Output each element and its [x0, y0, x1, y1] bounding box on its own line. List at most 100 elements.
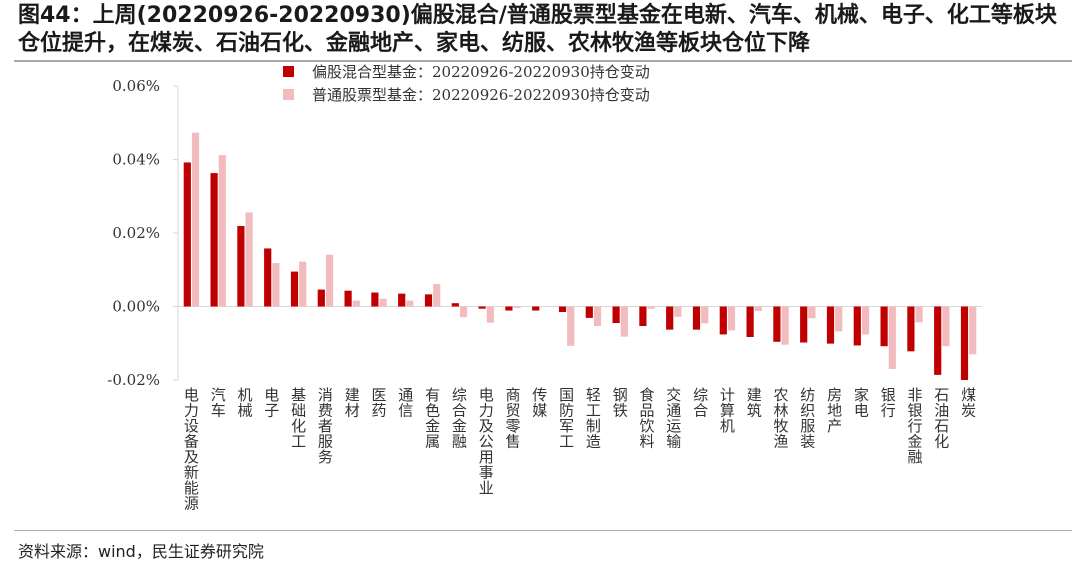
x-category-label: 纺织服装 [800, 386, 815, 451]
footer-divider [14, 530, 1072, 531]
bar-series2-2 [245, 212, 253, 307]
bar-series2-12 [513, 306, 521, 308]
x-category-label: 煤炭 [961, 386, 976, 420]
bar-series2-1 [218, 155, 226, 307]
x-category-label: 农林牧渔 [773, 386, 788, 451]
label-layer: 0.06% 0.04% 0.02% 0.00% -0.02% 电力设备及新能源汽车机械电子… [107, 77, 976, 513]
x-category-label: 电子 [264, 386, 279, 420]
x-category-label: 基础化工 [291, 386, 306, 451]
legend-swatch-series2 [283, 89, 294, 100]
x-category-label: 银行 [881, 386, 896, 420]
bar-series1-11 [478, 306, 486, 309]
bar-series2-6 [352, 300, 360, 307]
bar-series1-14 [558, 306, 567, 313]
x-category-label: 综合 [693, 386, 708, 420]
bar-series2-22 [781, 306, 789, 345]
bar-series2-10 [459, 306, 468, 318]
bar-series1-17 [639, 306, 647, 326]
bar-series1-4 [290, 271, 299, 307]
x-category-label: 汽车 [211, 386, 226, 420]
bar-series2-9 [433, 284, 441, 307]
bar-series2-14 [567, 306, 575, 346]
x-category-label: 医药 [371, 386, 386, 420]
axis-layer [173, 85, 982, 381]
bar-series1-22 [773, 306, 781, 342]
bar-series1-10 [451, 303, 459, 307]
bar-series1-7 [371, 292, 379, 307]
bar-series2-23 [808, 306, 816, 319]
bar-series2-21 [754, 306, 762, 311]
bar-series1-19 [692, 306, 701, 330]
bar-series1-15 [585, 306, 593, 318]
x-category-label: 非银行金融 [907, 386, 922, 466]
x-category-label: 房地产 [827, 386, 842, 435]
bar-series2-0 [191, 132, 200, 307]
bar-series2-26 [888, 306, 896, 369]
x-category-label: 电力及公用事业 [479, 386, 494, 497]
bar-series1-23 [800, 306, 808, 343]
bar-series2-8 [406, 300, 414, 307]
x-category-label: 石油石化 [934, 386, 949, 451]
y-tick-label: 0.02% [112, 224, 160, 242]
y-tick-label: 0.04% [112, 151, 160, 169]
bar-series2-16 [620, 306, 628, 337]
bar-series2-4 [299, 261, 307, 307]
bar-series2-20 [727, 306, 736, 331]
bar-series1-6 [344, 290, 352, 307]
x-category-label: 消费者服务 [318, 386, 333, 466]
x-category-label: 交通运输 [666, 386, 681, 451]
bar-series2-25 [861, 306, 870, 335]
legend-label-series2: 普通股票型基金：20220926-20220930持仓变动 [312, 86, 650, 104]
x-category-label: 商贸零售 [505, 386, 520, 451]
bar-series1-25 [853, 306, 861, 346]
bar-series2-17 [647, 306, 655, 309]
bar-series2-7 [379, 298, 387, 307]
bar-series2-18 [674, 306, 682, 317]
x-category-label: 计算机 [720, 386, 735, 435]
bar-series2-11 [486, 306, 494, 323]
bar-series1-3 [264, 248, 272, 307]
bar-series1-28 [934, 306, 942, 375]
x-category-label: 食品饮料 [639, 386, 654, 451]
bar-series1-9 [424, 294, 433, 307]
x-category-label: 有色金属 [425, 386, 440, 451]
bar-series2-5 [325, 254, 334, 307]
bar-chart: 0.06% 0.04% 0.02% 0.00% -0.02% 电力设备及新能源汽车机械电子… [107, 63, 982, 513]
x-category-label: 家电 [854, 386, 869, 420]
x-category-label: 传媒 [532, 386, 547, 420]
x-category-label: 通信 [398, 386, 413, 420]
bar-series1-0 [183, 162, 191, 307]
bar-series1-27 [907, 306, 915, 352]
x-category-label: 机械 [237, 386, 252, 420]
y-tick-label: 0.00% [112, 298, 160, 316]
legend-label-series1: 偏股混合型基金：20220926-20220930持仓变动 [312, 63, 650, 81]
bar-series1-18 [666, 306, 674, 330]
bar-series2-3 [272, 263, 280, 307]
bar-series1-26 [880, 306, 888, 347]
x-category-label: 电力设备及新能源 [184, 386, 199, 513]
bar-series1-20 [719, 306, 727, 335]
bar-series1-21 [746, 306, 754, 337]
legend: 偏股混合型基金：20220926-20220930持仓变动 普通股票型基金：20… [283, 63, 650, 104]
x-category-label: 建材 [345, 386, 360, 420]
bar-series1-29 [960, 306, 969, 380]
bar-series2-29 [969, 306, 977, 355]
chart-title: 图44：上周(20220926-20220930)偏股混合/普通股票型基金在电新… [18, 3, 1057, 56]
bar-series2-15 [593, 306, 602, 326]
bar-layer [183, 132, 977, 380]
source-note: 资料来源：wind，民生证券研究院 [18, 542, 264, 561]
bar-series1-1 [210, 173, 218, 307]
y-tick-label: 0.06% [112, 77, 160, 95]
x-category-label: 综合金融 [452, 386, 467, 451]
x-category-label: 建筑 [747, 386, 762, 420]
bar-series2-19 [701, 306, 709, 324]
bar-series1-13 [532, 306, 540, 311]
bar-series1-5 [317, 289, 325, 307]
bar-series2-27 [915, 306, 923, 323]
bar-series1-12 [505, 306, 513, 311]
legend-swatch-series1 [283, 66, 294, 77]
bar-series2-24 [835, 306, 843, 332]
bar-series1-8 [398, 293, 406, 307]
x-category-label: 国防军工 [559, 386, 574, 451]
title-divider [14, 60, 1072, 62]
